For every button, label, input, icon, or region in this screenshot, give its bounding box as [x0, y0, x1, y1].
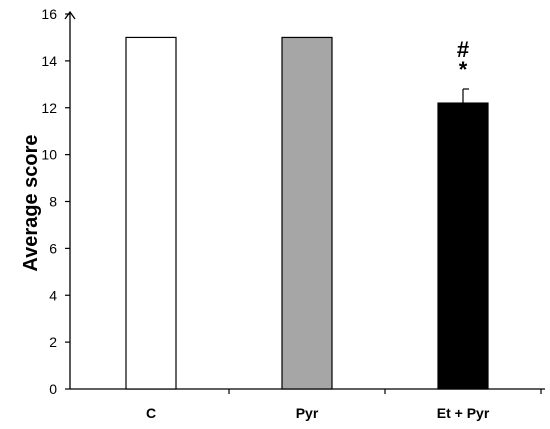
significance-mark-0-0: # [457, 37, 469, 62]
y-axis-arrow [64, 10, 76, 20]
y-tick-label-14: 14 [41, 53, 57, 69]
significance-mark-0-1: * [459, 57, 468, 82]
x-tick-label-c: C [146, 405, 156, 421]
bar-et-pyr [437, 102, 489, 390]
y-tick-label-8: 8 [49, 194, 57, 210]
plot-area: 0 2 4 6 8 10 12 14 16 C Pyr Et + Pyr #* [41, 6, 545, 421]
y-tick-label-6: 6 [49, 240, 57, 256]
y-tick-label-12: 12 [41, 100, 57, 116]
y-tick-label-16: 16 [41, 6, 57, 22]
y-tick-label-2: 2 [49, 334, 57, 350]
y-axis-title: Average score [20, 134, 42, 271]
y-tick-label-4: 4 [49, 287, 57, 303]
y-tick-label-10: 10 [41, 147, 57, 163]
bar-pyr [281, 36, 333, 390]
y-tick-label-0: 0 [49, 381, 57, 397]
x-tick-label-et-pyr: Et + Pyr [437, 405, 490, 421]
x-tick-label-pyr: Pyr [296, 405, 319, 421]
bar-c [125, 36, 177, 390]
